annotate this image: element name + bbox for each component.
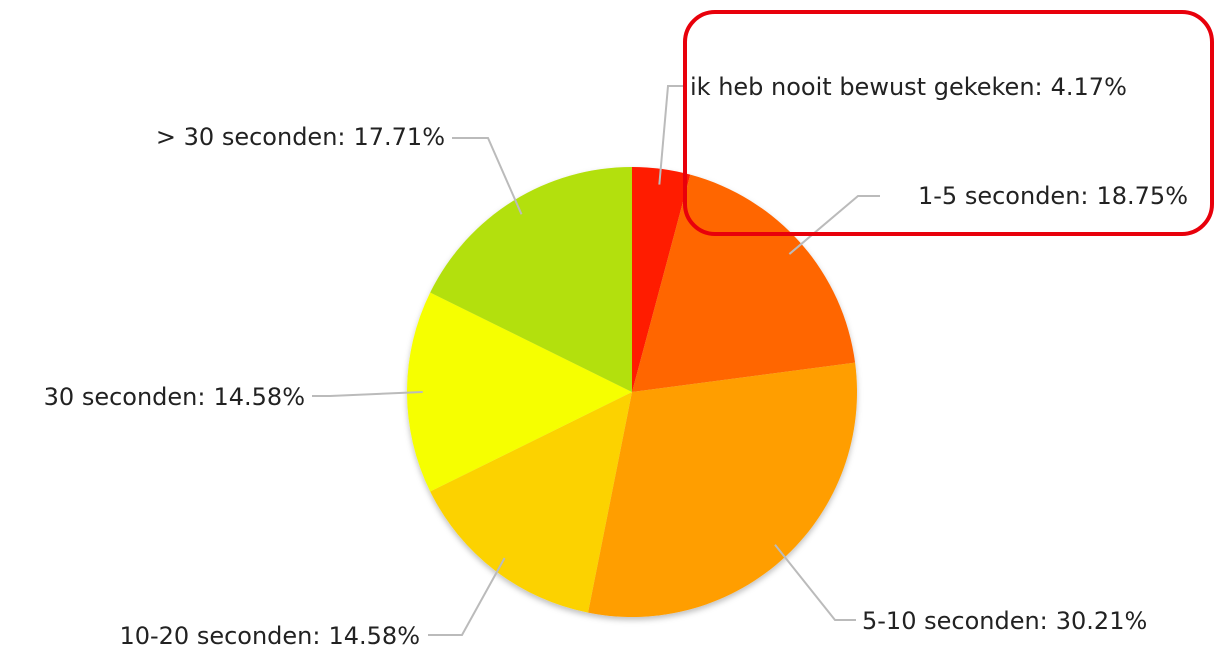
- slice-name: 30 seconden:: [44, 383, 206, 411]
- pie-slice: [430, 167, 632, 392]
- pie-slice: [430, 392, 632, 613]
- slice-name: 10-20 seconden:: [119, 622, 320, 650]
- slice-value: 14.58%: [328, 622, 420, 650]
- leader-line: [658, 85, 686, 185]
- labels: ik heb nooit bewust gekeken: 4.17% 1-5 sec…: [44, 73, 1188, 650]
- slice-label: 10-20 seconden: 14.58%: [119, 622, 420, 650]
- slice-value: 4.17%: [1051, 73, 1127, 101]
- slice-label: ik heb nooit bewust gekeken: 4.17%: [690, 73, 1127, 101]
- slice-name: ik heb nooit bewust gekeken:: [690, 73, 1043, 101]
- pie-slice: [632, 167, 691, 392]
- highlight-box: [683, 10, 1214, 236]
- slice-label: 1-5 seconden: 18.75%: [918, 182, 1188, 210]
- slice-label: 5-10 seconden: 30.21%: [862, 607, 1147, 635]
- slice-value: 17.71%: [353, 123, 445, 151]
- slice-value: 14.58%: [213, 383, 305, 411]
- slice-label: 30 seconden: 14.58%: [44, 383, 305, 411]
- slice-name: 1-5 seconden:: [918, 182, 1088, 210]
- slice-name: 5-10 seconden:: [862, 607, 1048, 635]
- pie-slice: [632, 174, 856, 392]
- leader-line: [788, 195, 880, 255]
- leader-line: [452, 137, 523, 215]
- slice-name: > 30 seconden:: [156, 123, 346, 151]
- slice-value: 18.75%: [1096, 182, 1188, 210]
- pie-slice: [407, 292, 632, 492]
- leader-line: [774, 544, 856, 621]
- pie-slice: [588, 362, 857, 618]
- slice-label: > 30 seconden: 17.71%: [156, 123, 445, 151]
- leader-line: [312, 391, 423, 397]
- pie: [407, 167, 857, 618]
- leader-line: [428, 557, 506, 636]
- slice-value: 30.21%: [1056, 607, 1148, 635]
